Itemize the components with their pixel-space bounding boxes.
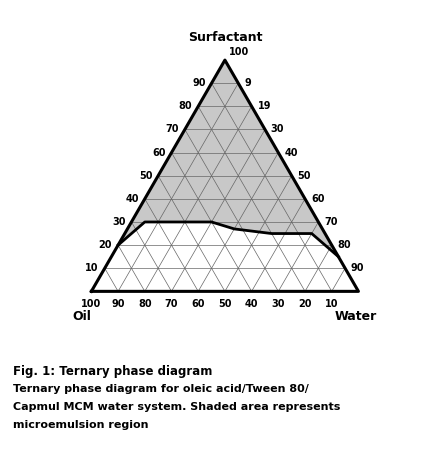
Text: 60: 60 xyxy=(191,299,205,309)
Text: Surfactant: Surfactant xyxy=(188,31,262,44)
Text: 70: 70 xyxy=(324,217,338,227)
Text: 100: 100 xyxy=(229,47,249,57)
Text: Capmul MCM water system. Shaded area represents: Capmul MCM water system. Shaded area rep… xyxy=(13,402,340,412)
Text: 100: 100 xyxy=(81,299,101,309)
Text: 19: 19 xyxy=(258,101,271,111)
Text: 30: 30 xyxy=(272,299,285,309)
Text: Fig. 1: Ternary phase diagram: Fig. 1: Ternary phase diagram xyxy=(13,365,213,379)
Text: 20: 20 xyxy=(99,240,112,250)
Text: Ternary phase diagram for oleic acid/Tween 80/: Ternary phase diagram for oleic acid/Twe… xyxy=(13,384,309,394)
Text: microemulsion region: microemulsion region xyxy=(13,420,149,430)
Text: 50: 50 xyxy=(218,299,232,309)
Text: Oil: Oil xyxy=(73,310,92,323)
Text: 10: 10 xyxy=(325,299,339,309)
Polygon shape xyxy=(91,60,359,291)
Text: 50: 50 xyxy=(298,171,311,181)
Text: 9: 9 xyxy=(244,78,251,88)
Text: 40: 40 xyxy=(125,194,139,204)
Text: 70: 70 xyxy=(165,299,178,309)
Text: 40: 40 xyxy=(284,148,298,158)
Text: 40: 40 xyxy=(245,299,258,309)
Text: 80: 80 xyxy=(179,101,192,111)
Text: 90: 90 xyxy=(111,299,125,309)
Text: 70: 70 xyxy=(165,124,179,134)
Text: 80: 80 xyxy=(138,299,152,309)
Text: 30: 30 xyxy=(271,124,284,134)
Text: 80: 80 xyxy=(338,240,351,250)
Text: 50: 50 xyxy=(139,171,152,181)
Text: 60: 60 xyxy=(152,148,166,158)
Text: 10: 10 xyxy=(86,263,99,273)
Text: 60: 60 xyxy=(311,194,325,204)
Text: 90: 90 xyxy=(351,263,364,273)
Text: 90: 90 xyxy=(192,78,206,88)
Polygon shape xyxy=(91,222,359,291)
Text: Water: Water xyxy=(335,310,377,323)
Text: 20: 20 xyxy=(298,299,312,309)
Text: 30: 30 xyxy=(112,217,126,227)
